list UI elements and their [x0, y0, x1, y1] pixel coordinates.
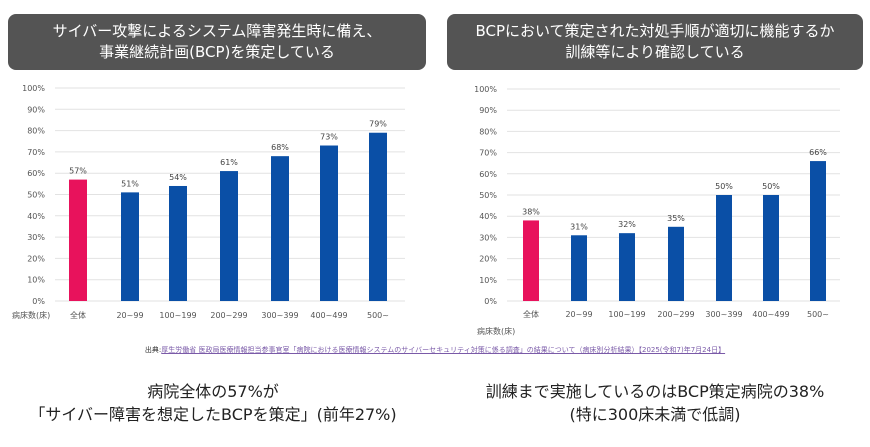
chart-title-right: BCPにおいて策定された対処手順が適切に機能するか 訓練等により確認している — [447, 14, 863, 70]
bar-200~299 — [220, 171, 238, 301]
bar-20~99 — [571, 235, 587, 301]
caption-line: 病院全体の57%が — [147, 382, 279, 401]
caption-line: 「サイバー障害を想定したBCPを策定」(前年27%) — [29, 405, 397, 424]
data-label: 54% — [169, 173, 187, 182]
x-tick-label: 20~99 — [116, 311, 143, 320]
y-tick-label: 90% — [479, 106, 497, 115]
data-label: 66% — [809, 148, 827, 157]
y-tick-label: 80% — [479, 127, 497, 136]
x-tick-label: 100~199 — [608, 310, 645, 319]
data-label: 51% — [121, 179, 139, 188]
source-note: 出典:厚生労働省 医政局医療情報担当参事官室「病院における医療情報システムのサイ… — [0, 345, 870, 355]
x-tick-label: 300~399 — [261, 311, 298, 320]
bar-全体 — [523, 220, 539, 301]
source-link[interactable]: 厚生労働省 医政局医療情報担当参事官室「病院における医療情報システムのサイバーセ… — [161, 346, 726, 354]
y-tick-label: 30% — [479, 233, 497, 242]
x-tick-label: 100~199 — [159, 311, 196, 320]
x-tick-label: 200~299 — [210, 311, 247, 320]
bar-100~199 — [169, 185, 187, 301]
bar-500~ — [369, 132, 387, 301]
bar-100~199 — [619, 233, 635, 301]
bar-200~299 — [668, 226, 684, 301]
y-tick-label: 90% — [27, 105, 45, 114]
bar-500~ — [810, 161, 826, 301]
x-axis-label: 病床数(床) — [12, 310, 50, 320]
bar-400~499 — [763, 195, 779, 301]
y-tick-label: 50% — [479, 191, 497, 200]
y-tick-label: 60% — [27, 169, 45, 178]
y-tick-label: 80% — [27, 127, 45, 136]
bar-全体 — [69, 179, 87, 301]
data-label: 32% — [618, 220, 636, 229]
y-tick-label: 70% — [27, 148, 45, 157]
title-line: 訓練等により確認している — [565, 43, 745, 61]
caption-line: (特に300床未満で低調) — [569, 405, 741, 424]
caption-right: 訓練まで実施しているのはBCP策定病院の38% (特に300床未満で低調) — [440, 380, 870, 426]
x-tick-label: 20~99 — [565, 310, 592, 319]
bar-20~99 — [121, 192, 139, 301]
x-tick-label: 400~499 — [752, 310, 789, 319]
chart-title-left: サイバー攻撃によるシステム障害発生時に備え、 事業継続計画(BCP)を策定してい… — [8, 14, 426, 70]
x-axis-label: 病床数(床) — [477, 326, 515, 336]
x-tick-label: 全体 — [523, 309, 539, 319]
x-tick-label: 400~499 — [310, 311, 347, 320]
data-label: 61% — [220, 158, 238, 167]
y-tick-label: 0% — [32, 297, 45, 306]
data-label: 50% — [715, 182, 733, 191]
caption-line: 訓練まで実施しているのはBCP策定病院の38% — [485, 382, 825, 401]
y-tick-label: 10% — [479, 276, 497, 285]
title-line: BCPにおいて策定された対処手順が適切に機能するか — [475, 22, 835, 40]
x-tick-label: 500~ — [367, 311, 389, 320]
data-label: 50% — [762, 182, 780, 191]
y-tick-label: 60% — [479, 170, 497, 179]
title-line: 事業継続計画(BCP)を策定している — [99, 43, 335, 61]
x-tick-label: 全体 — [70, 310, 86, 320]
y-tick-label: 70% — [479, 149, 497, 158]
y-tick-label: 40% — [479, 212, 497, 221]
y-tick-label: 50% — [27, 191, 45, 200]
y-tick-label: 100% — [474, 85, 497, 94]
bar-300~399 — [271, 156, 289, 301]
caption-left: 病院全体の57%が 「サイバー障害を想定したBCPを策定」(前年27%) — [0, 380, 426, 426]
x-tick-label: 200~299 — [657, 310, 694, 319]
title-line: サイバー攻撃によるシステム障害発生時に備え、 — [52, 22, 382, 40]
y-tick-label: 100% — [22, 84, 45, 93]
bar-400~499 — [320, 145, 338, 301]
y-tick-label: 20% — [27, 254, 45, 263]
data-label: 73% — [320, 133, 338, 142]
bar-300~399 — [716, 195, 732, 301]
data-label: 79% — [369, 120, 387, 129]
y-tick-label: 40% — [27, 212, 45, 221]
data-label: 31% — [570, 222, 588, 231]
y-tick-label: 20% — [479, 255, 497, 264]
data-label: 38% — [522, 207, 540, 216]
x-tick-label: 300~399 — [705, 310, 742, 319]
data-label: 68% — [271, 143, 289, 152]
data-label: 57% — [69, 167, 87, 176]
source-prefix: 出典: — [144, 346, 162, 354]
x-tick-label: 500~ — [807, 310, 829, 319]
y-tick-label: 10% — [27, 276, 45, 285]
data-label: 35% — [667, 214, 685, 223]
y-tick-label: 30% — [27, 233, 45, 242]
y-tick-label: 0% — [484, 297, 497, 306]
